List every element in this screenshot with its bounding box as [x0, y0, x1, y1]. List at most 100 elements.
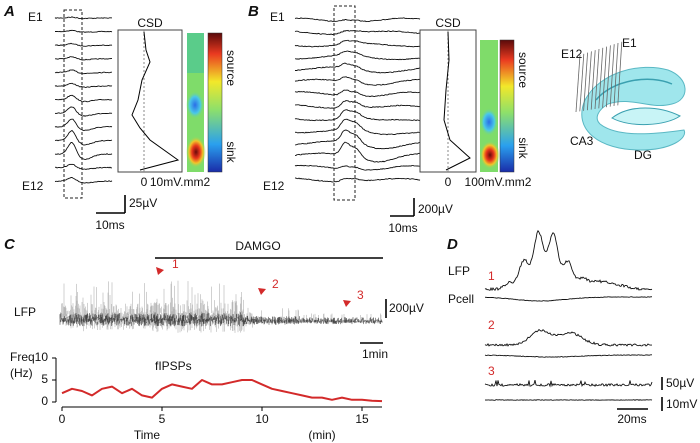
trace-label: LFP: [448, 264, 470, 278]
trace: [294, 62, 421, 74]
scale-label: 10mV: [666, 397, 697, 411]
time-window: [63, 9, 83, 199]
trace: [294, 39, 421, 48]
panel-letter: B: [248, 3, 259, 20]
panel-letter: C: [4, 236, 16, 253]
trace: [294, 118, 421, 136]
marker-label: 1: [172, 257, 179, 271]
trace: [55, 56, 113, 61]
csd-scale: 0: [445, 175, 452, 189]
colorbar: [207, 32, 223, 173]
marker-label: 3: [357, 288, 364, 302]
probe-shank: [590, 50, 596, 110]
x-tick-label: 5: [159, 412, 166, 426]
probe-shank: [613, 42, 619, 107]
trace: [54, 16, 113, 20]
colorbar-label: source: [516, 52, 530, 88]
trace: [294, 129, 421, 150]
electrode-label: E12: [263, 179, 285, 193]
probe-shank: [609, 44, 615, 107]
trace: [294, 177, 421, 183]
trace: [55, 94, 113, 103]
marker-arrow: [258, 288, 266, 295]
marker-arrow: [156, 267, 164, 275]
probe-shank: [594, 48, 600, 110]
trace: [294, 89, 421, 98]
csd-scale: 0: [141, 175, 148, 189]
trace: [484, 328, 652, 347]
probe-label: E1: [622, 36, 637, 50]
electrode-label: E12: [22, 179, 44, 193]
sink-blob: [186, 136, 206, 168]
trace: [484, 296, 653, 302]
probe-shank: [602, 46, 607, 108]
marker-arrow: [343, 300, 351, 307]
trace: [54, 129, 113, 146]
scale-label: 25µV: [129, 196, 157, 210]
trace: [295, 50, 421, 61]
probe-shank: [579, 53, 585, 112]
trace: [294, 164, 421, 171]
trace-label: LFP: [14, 305, 36, 319]
scale-label: 50µV: [666, 376, 694, 390]
source-blob: [186, 91, 204, 119]
trace: [294, 17, 421, 23]
probe-shank: [587, 51, 592, 111]
probe-label: E12: [561, 47, 583, 61]
freq-chart: 0 5 10 0 5 10 15 fIPSPs: [35, 350, 383, 426]
trace: [295, 100, 421, 109]
csd-scale: 10mV.mm2: [150, 175, 211, 189]
colorbar-label: sink: [224, 141, 238, 163]
scale-label: 10ms: [95, 218, 124, 232]
x-tick-label: 10: [255, 412, 269, 426]
region-label: CA3: [570, 134, 594, 148]
region-label: DG: [634, 148, 652, 162]
axis-title: Freq: [10, 350, 35, 364]
trace: [294, 29, 421, 36]
x-tick-label: 15: [355, 412, 369, 426]
csd-scale: 100mV.mm2: [465, 175, 532, 189]
y-tick-label: 5: [41, 372, 48, 386]
csd-map: [480, 40, 498, 172]
panel-letter: A: [3, 3, 15, 20]
x-tick-label: 0: [59, 412, 66, 426]
scale-label: 10ms: [388, 221, 417, 235]
y-tick-label: 10: [35, 350, 49, 364]
colorbar-label: source: [224, 50, 238, 86]
drug-label: DAMGO: [235, 239, 280, 253]
hippocampus-diagram: [575, 41, 686, 151]
scale-label: 20ms: [617, 412, 646, 426]
colorbar-label: sink: [516, 137, 530, 159]
csd-profile: [443, 31, 471, 171]
traces: [484, 229, 653, 401]
panel-letter: D: [447, 236, 458, 253]
trace: [484, 399, 653, 401]
csd-title: CSD: [137, 16, 163, 30]
trace: [295, 141, 421, 163]
trace: [294, 109, 421, 122]
sink-blob: [480, 141, 500, 169]
probe-shank: [583, 52, 588, 111]
lfp: [59, 312, 383, 327]
trace: [294, 76, 421, 86]
axis-title: (Hz): [10, 366, 33, 380]
trace-label: Pcell: [448, 292, 474, 306]
lfp-trace: [59, 280, 383, 333]
trace: [484, 379, 653, 388]
axis-title: (min): [308, 428, 335, 442]
scale-label: 1min: [362, 347, 388, 361]
csd-profile: [131, 31, 180, 171]
electrode-label: E1: [270, 10, 285, 24]
time-window: [333, 5, 356, 201]
event-label: 2: [488, 318, 495, 332]
probe-shank: [598, 47, 604, 109]
marker-label: 2: [272, 277, 279, 291]
series-line: [61, 379, 383, 403]
dentate: [611, 107, 681, 126]
csd-box: [117, 29, 183, 173]
trace: [484, 354, 652, 358]
series-label: fIPSPs: [155, 359, 192, 373]
probe: [575, 41, 623, 113]
electrode-label: E1: [28, 10, 43, 24]
